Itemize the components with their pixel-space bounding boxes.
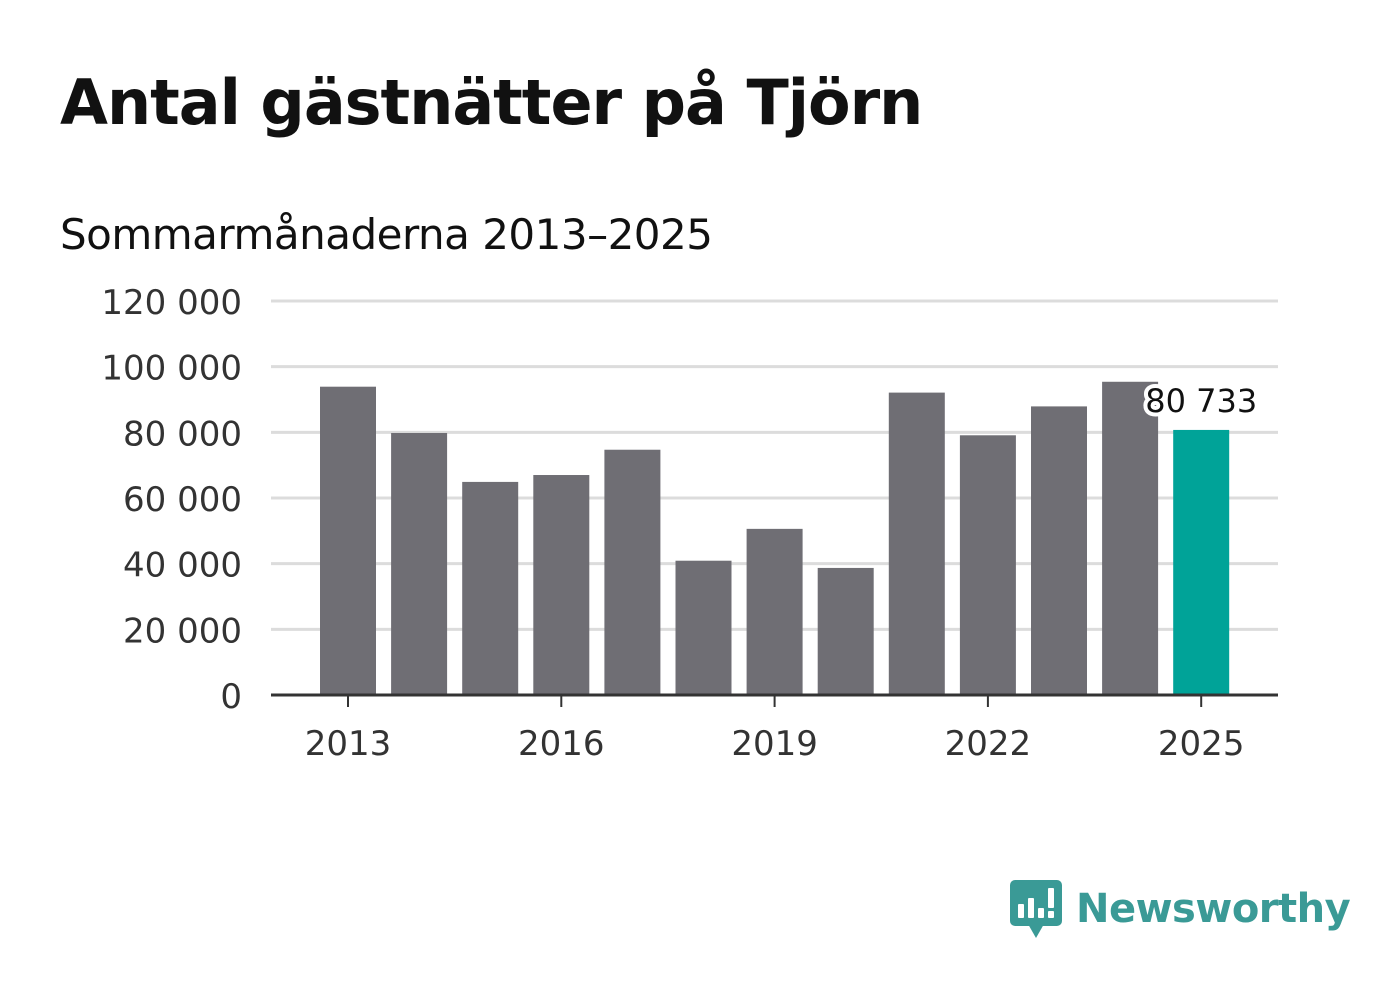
x-tick-label: 2019 <box>731 724 818 764</box>
bar-2024 <box>1102 381 1159 695</box>
y-tick-label: 40 000 <box>123 546 242 586</box>
x-tick-label: 2022 <box>945 724 1032 764</box>
y-tick-label: 80 000 <box>123 414 242 454</box>
chart-subtitle: Sommarmånaderna 2013–2025 <box>60 210 713 259</box>
bar-2019 <box>746 528 803 695</box>
x-tick-label: 2013 <box>305 724 392 764</box>
y-tick-label: 120 000 <box>101 283 242 323</box>
y-tick-label: 20 000 <box>123 611 242 651</box>
bar-2015 <box>462 481 519 695</box>
brand-name: Newsworthy <box>1076 886 1351 932</box>
y-tick-label: 0 <box>220 677 242 717</box>
bars <box>320 381 1230 695</box>
bar-2025 <box>1173 429 1230 695</box>
y-tick-label: 60 000 <box>123 480 242 520</box>
x-axis-tick-labels: 2013 2016 2019 2022 2025 <box>305 724 1245 764</box>
x-tick-label: 2025 <box>1158 724 1245 764</box>
bar-2020 <box>817 567 874 695</box>
y-axis-tick-labels: 0 20 000 40 000 60 000 80 000 100 000 120 000 <box>101 283 242 717</box>
bar-2022 <box>959 435 1016 695</box>
bar-2013 <box>320 386 376 695</box>
highlight-data-label: 80 733 <box>1145 382 1257 420</box>
bar-2021 <box>888 392 945 695</box>
bar-2014 <box>391 432 448 695</box>
bar-2017 <box>604 449 661 695</box>
data-labels: 80 733 <box>1141 378 1261 424</box>
x-axis <box>271 693 1278 707</box>
newsworthy-logo-icon <box>1010 880 1062 938</box>
bar-2016 <box>533 475 590 695</box>
x-tick-label: 2016 <box>518 724 605 764</box>
y-tick-label: 100 000 <box>101 349 242 389</box>
brand-logo: Newsworthy <box>1010 878 1351 940</box>
chart-title: Antal gästnätter på Tjörn <box>60 66 923 139</box>
bar-2023 <box>1031 406 1087 695</box>
bar-2018 <box>675 560 732 695</box>
